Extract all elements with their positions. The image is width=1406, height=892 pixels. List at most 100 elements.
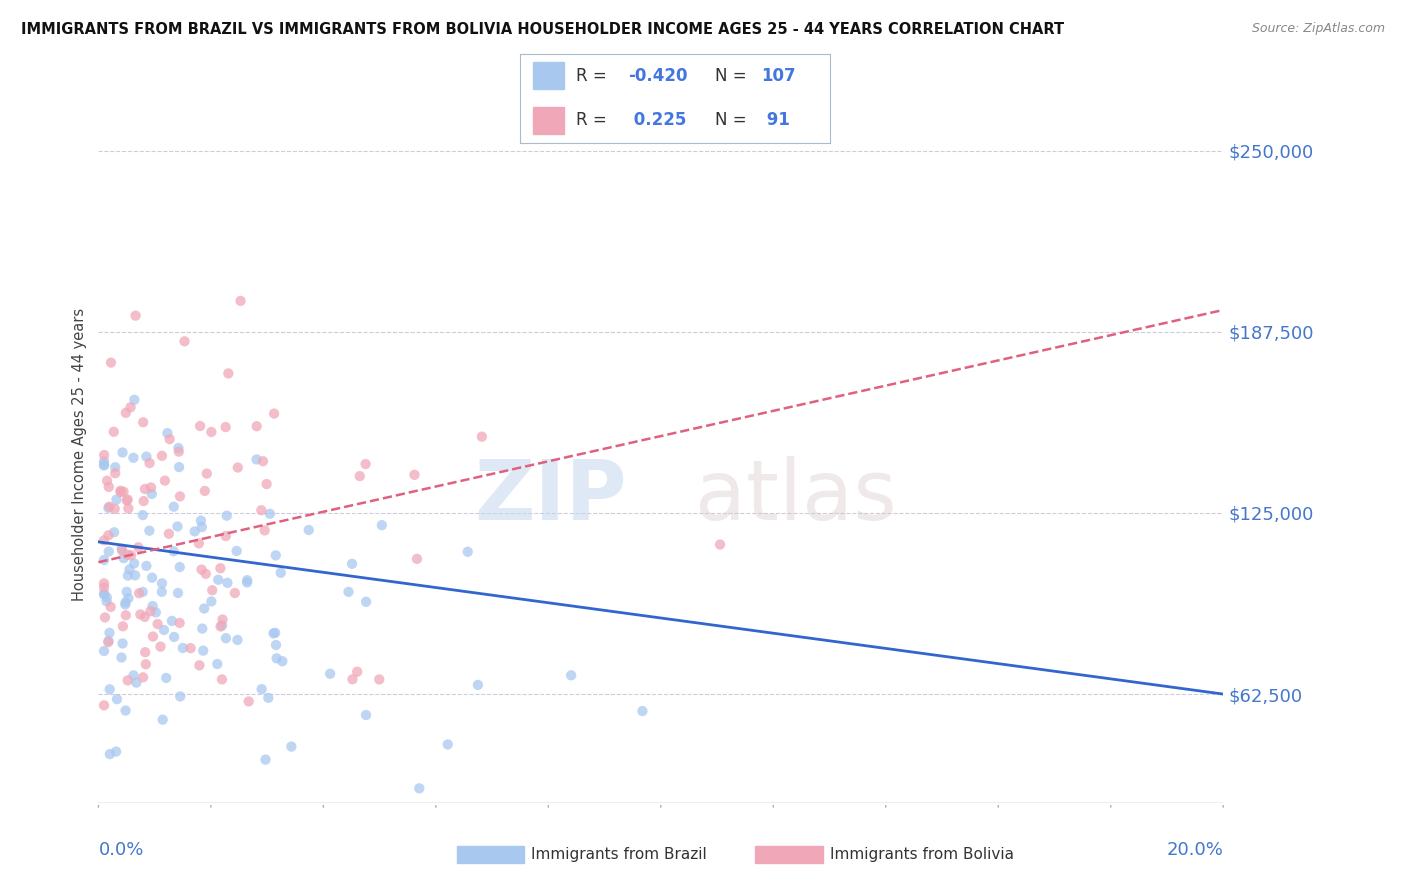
Point [103, 425, 125, 439]
Point [337, 585, 360, 599]
Point [169, 560, 191, 574]
Text: 91: 91 [762, 112, 790, 129]
Point [97, 544, 120, 558]
Point [200, 594, 222, 608]
Point [152, 713, 174, 727]
Point [104, 460, 127, 475]
Point [141, 571, 163, 585]
Point [157, 526, 180, 541]
Point [97, 635, 120, 649]
Point [354, 457, 377, 471]
Point [217, 367, 239, 381]
Point [146, 617, 169, 632]
Point [117, 501, 139, 516]
Point [209, 619, 232, 633]
Text: atlas: atlas [695, 456, 896, 537]
Point [406, 552, 429, 566]
Point [96, 591, 118, 605]
Point [371, 518, 394, 533]
Point [150, 584, 173, 599]
Point [111, 619, 134, 633]
Point [467, 678, 489, 692]
Point [263, 407, 285, 421]
Point [253, 524, 276, 538]
Point [93, 586, 115, 600]
Text: N =: N = [716, 112, 747, 129]
Text: Immigrants from Brazil: Immigrants from Brazil [531, 847, 707, 862]
Point [122, 450, 145, 465]
Point [98, 625, 121, 640]
Point [225, 544, 247, 558]
Point [135, 558, 157, 573]
Point [193, 601, 215, 615]
Point [135, 657, 157, 672]
Point [112, 551, 135, 566]
Point [195, 467, 218, 481]
Point [264, 638, 287, 652]
Point [264, 549, 287, 563]
Point [238, 694, 260, 708]
Point [132, 494, 155, 508]
Point [93, 698, 115, 713]
Point [134, 482, 156, 496]
Point [246, 419, 269, 434]
Point [150, 576, 173, 591]
Point [124, 309, 146, 323]
Point [193, 643, 215, 657]
Point [114, 608, 136, 623]
Point [211, 673, 233, 687]
Point [122, 668, 145, 682]
Point [207, 657, 229, 671]
Point [262, 626, 284, 640]
Point [117, 673, 139, 688]
Point [354, 708, 377, 723]
Point [118, 562, 141, 576]
Point [127, 541, 149, 555]
Point [163, 630, 186, 644]
Text: 20.0%: 20.0% [1167, 841, 1223, 859]
Point [215, 529, 238, 543]
Point [120, 401, 142, 415]
Point [98, 500, 121, 514]
Point [96, 474, 118, 488]
Point [404, 467, 426, 482]
Point [93, 448, 115, 462]
Point [124, 568, 146, 582]
Point [104, 501, 127, 516]
Y-axis label: Householder Income Ages 25 - 44 years: Householder Income Ages 25 - 44 years [72, 309, 87, 601]
Point [257, 690, 280, 705]
Point [190, 514, 212, 528]
Point [93, 533, 115, 548]
Point [156, 426, 179, 441]
Point [98, 747, 121, 761]
Point [207, 573, 229, 587]
Point [194, 483, 217, 498]
Point [139, 604, 162, 618]
Point [93, 454, 115, 468]
Point [149, 640, 172, 654]
Point [160, 614, 183, 628]
Point [134, 645, 156, 659]
Point [153, 474, 176, 488]
Point [142, 599, 165, 613]
Point [128, 586, 150, 600]
Point [98, 682, 121, 697]
Point [215, 632, 238, 646]
Text: R =: R = [576, 112, 606, 129]
Point [259, 507, 281, 521]
Point [163, 500, 186, 514]
Point [111, 636, 134, 650]
Point [229, 293, 252, 308]
Point [117, 492, 139, 507]
Point [173, 334, 195, 349]
Text: Source: ZipAtlas.com: Source: ZipAtlas.com [1251, 22, 1385, 36]
Point [224, 586, 246, 600]
Point [141, 487, 163, 501]
Point [97, 633, 120, 648]
Point [139, 480, 162, 494]
Point [271, 654, 294, 668]
Point [96, 594, 118, 608]
Point [150, 449, 173, 463]
Point [112, 484, 135, 499]
Point [142, 630, 165, 644]
